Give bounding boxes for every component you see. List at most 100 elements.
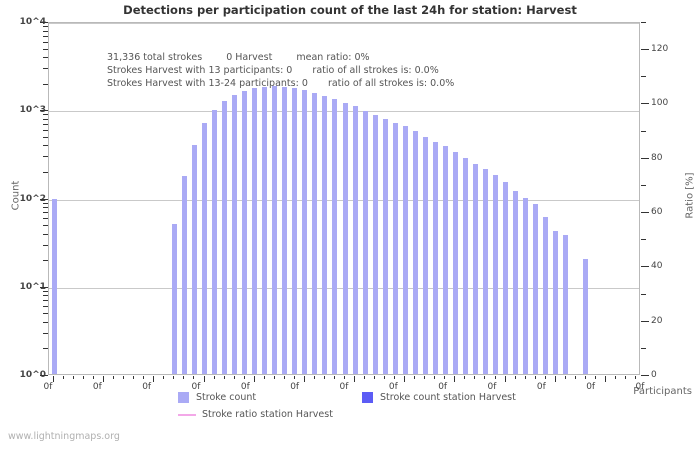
x-axis-tick-mark bbox=[93, 376, 94, 379]
x-axis-tick-mark bbox=[454, 376, 455, 382]
y-axis-right-minor-tick-mark bbox=[641, 185, 646, 186]
x-axis-tick-mark bbox=[193, 376, 194, 379]
bar bbox=[503, 181, 509, 374]
bar bbox=[583, 259, 589, 374]
x-axis-tick-mark bbox=[264, 376, 265, 379]
y-axis-right-minor-tick-mark bbox=[641, 22, 646, 23]
bar bbox=[212, 110, 218, 374]
y-axis-left-tick-label: 10^0 bbox=[19, 370, 46, 380]
y-axis-minor-tick-mark bbox=[43, 218, 48, 219]
bar bbox=[472, 163, 478, 374]
x-axis-tick-mark bbox=[625, 376, 626, 379]
x-axis-tick-label: 0f bbox=[339, 382, 349, 392]
x-axis-tick-mark bbox=[344, 376, 345, 379]
x-axis-tick-mark bbox=[153, 376, 154, 382]
y-axis-minor-tick-mark bbox=[43, 42, 48, 43]
x-axis-tick-mark bbox=[204, 376, 205, 382]
y-axis-minor-tick-mark bbox=[43, 245, 48, 246]
x-axis-tick-label: 0f bbox=[92, 382, 102, 392]
annotation-total-strokes: 31,336 total strokes bbox=[107, 52, 203, 63]
x-axis-ticks bbox=[48, 376, 641, 384]
x-axis-tick-mark bbox=[505, 376, 506, 382]
chart-annotations: 31,336 total strokes 0 Harvest mean rati… bbox=[107, 51, 627, 90]
bar bbox=[191, 145, 197, 374]
y-axis-minor-tick-mark bbox=[43, 130, 48, 131]
y-axis-minor-tick-mark bbox=[43, 291, 48, 292]
x-axis-tick-mark bbox=[73, 376, 74, 379]
x-axis-tick-label: 0f bbox=[290, 382, 300, 392]
y-axis-left-tick-label: 10^3 bbox=[19, 105, 46, 116]
x-axis-tick-label: 0f bbox=[487, 382, 497, 392]
x-axis-tick-mark bbox=[304, 376, 305, 382]
bar bbox=[292, 88, 298, 374]
y-axis-right-tick-mark bbox=[641, 321, 649, 322]
y-axis-right-ticks bbox=[641, 0, 651, 450]
y-axis-minor-tick-mark bbox=[43, 36, 48, 37]
x-axis-tick-mark bbox=[314, 376, 315, 379]
legend-item[interactable]: Stroke count station Harvest bbox=[362, 392, 516, 403]
y-axis-minor-tick-mark bbox=[43, 119, 48, 120]
legend-label: Stroke ratio station Harvest bbox=[202, 409, 333, 420]
x-axis-tick-mark bbox=[394, 376, 395, 379]
bar bbox=[181, 176, 187, 374]
y-axis-minor-tick-mark bbox=[43, 57, 48, 58]
y-axis-left-labels: 10^4 10^3 10^2 10^1 10^0 bbox=[0, 0, 46, 450]
bar bbox=[252, 87, 258, 374]
bar bbox=[402, 126, 408, 374]
y-axis-minor-tick-mark bbox=[43, 225, 48, 226]
annotation-mean-ratio: mean ratio: 0% bbox=[296, 52, 370, 63]
x-axis-tick-mark bbox=[63, 376, 64, 379]
x-axis-tick-mark bbox=[53, 376, 54, 382]
y-axis-right-tick-label: 40 bbox=[651, 261, 663, 272]
x-axis-tick-mark bbox=[434, 376, 435, 379]
y-axis-right-tick-mark bbox=[641, 212, 649, 213]
y-axis-right-tick-label: 120 bbox=[651, 44, 669, 55]
x-axis-tick-mark bbox=[474, 376, 475, 379]
y-axis-left-tick-label: 10^2 bbox=[19, 193, 46, 204]
plot-area: 31,336 total strokes 0 Harvest mean rati… bbox=[48, 22, 640, 375]
x-axis-tick-label: 0f bbox=[536, 382, 546, 392]
bar bbox=[513, 190, 519, 374]
x-axis-tick-label: 0f bbox=[43, 382, 53, 392]
x-axis-tick-mark bbox=[404, 376, 405, 382]
x-axis-tick-mark bbox=[414, 376, 415, 379]
bar bbox=[493, 174, 498, 374]
x-axis-title: Participants bbox=[633, 386, 692, 397]
x-axis-tick-label: 0f bbox=[142, 382, 152, 392]
y-axis-right-minor-tick-mark bbox=[641, 76, 646, 77]
x-axis-tick-mark bbox=[143, 376, 144, 379]
bar bbox=[563, 234, 569, 374]
y-axis-tick-mark bbox=[40, 287, 48, 288]
bar bbox=[242, 91, 248, 374]
bar bbox=[382, 118, 388, 374]
x-axis-tick-mark bbox=[384, 376, 385, 379]
y-axis-minor-tick-mark bbox=[43, 234, 48, 235]
x-axis-tick-mark bbox=[595, 376, 596, 379]
x-axis-tick-mark bbox=[294, 376, 295, 379]
bar bbox=[312, 92, 318, 374]
x-axis-tick-mark bbox=[214, 376, 215, 379]
x-axis-tick-mark bbox=[354, 376, 355, 382]
x-axis-tick-mark bbox=[464, 376, 465, 379]
y-axis-right-tick-mark bbox=[641, 266, 649, 267]
legend-item[interactable]: Stroke ratio station Harvest bbox=[178, 409, 333, 420]
y-axis-minor-tick-mark bbox=[43, 322, 48, 323]
bar bbox=[523, 197, 529, 374]
y-axis-right-tick-mark bbox=[641, 158, 649, 159]
bar bbox=[222, 100, 228, 374]
y-axis-right-minor-tick-mark bbox=[641, 348, 646, 349]
y-axis-right-tick-mark bbox=[641, 103, 649, 104]
bar bbox=[543, 217, 549, 374]
y-axis-right-tick-label: 60 bbox=[651, 207, 663, 218]
y-axis-minor-tick-mark bbox=[43, 300, 48, 301]
y-axis-minor-tick-mark bbox=[43, 137, 48, 138]
y-axis-minor-tick-mark bbox=[43, 313, 48, 314]
x-axis-labels: 0f 0f 0f 0f 0f 0f 0f 0f 0f 0f 0f 0f 0f bbox=[0, 382, 700, 396]
chart-legend: Stroke count Stroke count station Harvest… bbox=[0, 392, 700, 426]
y-axis-right-tick-mark bbox=[641, 49, 649, 50]
bar bbox=[452, 151, 458, 374]
x-axis-tick-mark bbox=[284, 376, 285, 379]
x-axis-tick-mark bbox=[374, 376, 375, 379]
x-axis-tick-label: 0f bbox=[388, 382, 398, 392]
legend-item[interactable]: Stroke count bbox=[178, 392, 256, 403]
